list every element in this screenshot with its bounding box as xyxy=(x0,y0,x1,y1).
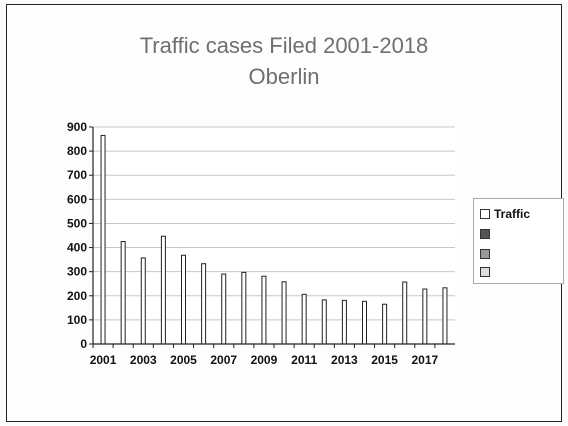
x-tick-label: 2011 xyxy=(291,353,317,367)
x-tick-label: 2015 xyxy=(371,353,398,367)
bar xyxy=(160,235,166,345)
bar xyxy=(241,271,247,345)
legend-item: Traffic xyxy=(480,207,530,221)
y-tick-label: 700 xyxy=(67,168,87,182)
x-tick-label: 2003 xyxy=(130,353,157,367)
chart-legend: Traffic xyxy=(473,198,564,284)
chart-title: Traffic cases Filed 2001-2018 Oberlin xyxy=(0,30,568,92)
legend-item xyxy=(480,265,494,279)
legend-swatch xyxy=(480,229,490,239)
y-tick-label: 600 xyxy=(67,192,87,206)
bar xyxy=(221,273,227,345)
bar xyxy=(402,281,408,345)
bar xyxy=(261,275,267,345)
bar xyxy=(321,299,327,345)
bar xyxy=(362,300,367,345)
y-tick-label: 800 xyxy=(67,144,87,158)
bar xyxy=(341,299,347,345)
x-tick-label: 2017 xyxy=(411,353,438,367)
legend-swatch xyxy=(480,209,490,219)
bar xyxy=(442,287,448,345)
x-tick-label: 2001 xyxy=(90,353,117,367)
y-tick-label: 500 xyxy=(67,216,87,230)
legend-item xyxy=(480,227,494,241)
bar xyxy=(422,288,428,345)
bar xyxy=(181,254,186,345)
x-tick-label: 2005 xyxy=(170,353,197,367)
legend-item xyxy=(480,247,494,261)
y-tick-label: 400 xyxy=(67,241,87,255)
bar xyxy=(382,303,388,345)
x-tick-label: 2007 xyxy=(210,353,237,367)
y-tick-label: 900 xyxy=(67,120,87,134)
chart-subtitle-line: Oberlin xyxy=(248,64,320,89)
y-tick-label: 200 xyxy=(67,289,87,303)
legend-label: Traffic xyxy=(494,207,531,221)
bar xyxy=(201,263,207,345)
legend-swatch xyxy=(480,267,490,277)
chart-title-line: Traffic cases Filed 2001-2018 xyxy=(139,33,429,58)
bar xyxy=(100,134,106,345)
bar xyxy=(301,293,307,345)
legend-swatch xyxy=(480,249,490,259)
plot-area xyxy=(93,127,455,344)
y-tick-label: 100 xyxy=(67,313,87,327)
bar xyxy=(120,241,126,345)
y-tick-label: 300 xyxy=(67,265,87,279)
x-tick-label: 2009 xyxy=(251,353,278,367)
x-tick-label: 2013 xyxy=(331,353,358,367)
bar xyxy=(140,257,146,345)
y-tick-label: 0 xyxy=(80,337,87,351)
bar xyxy=(281,281,287,345)
